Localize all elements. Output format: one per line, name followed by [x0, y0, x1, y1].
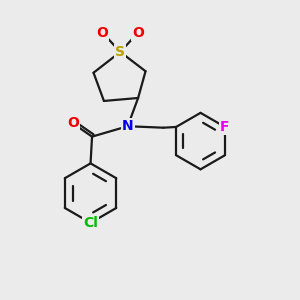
- Text: N: N: [122, 119, 134, 133]
- Text: O: O: [67, 116, 79, 130]
- Text: S: S: [115, 45, 125, 59]
- Text: Cl: Cl: [83, 216, 98, 230]
- Text: F: F: [220, 120, 230, 134]
- Text: O: O: [132, 26, 144, 40]
- Text: O: O: [97, 26, 108, 40]
